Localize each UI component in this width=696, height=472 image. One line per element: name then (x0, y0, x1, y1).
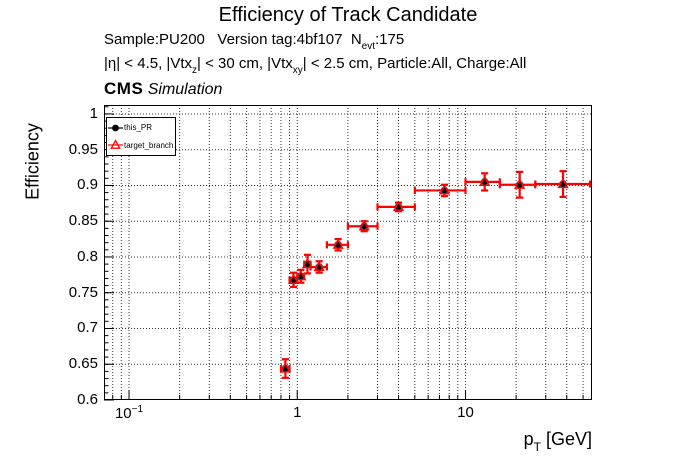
gridlines (104, 105, 592, 400)
x-tick-label: 10 (457, 404, 474, 421)
open-triangle-marker-icon (108, 139, 123, 150)
nevt-value: :175 (375, 31, 405, 48)
y-tick-label: 0.8 (77, 247, 98, 265)
y-tick-label: 0.95 (68, 140, 98, 158)
markers-target_branch (279, 175, 569, 373)
experiment-line: CMS Simulation (104, 79, 222, 99)
particle-charge-text: | < 2.5 cm, Particle:All, Charge:All (302, 55, 527, 72)
pt-units: [GeV] (540, 429, 592, 449)
vtxz-subscript: z (192, 65, 197, 76)
plot-frame (104, 105, 592, 400)
selection-info-line: |η| < 4.5, |Vtxz| < 30 cm, |Vtxxy| < 2.5… (104, 55, 527, 76)
page-title: Efficiency of Track Candidate (218, 4, 478, 26)
cms-label: CMS (104, 79, 144, 98)
vtxz-cut-text: | < 30 cm, |Vtx (197, 55, 293, 72)
legend-entry-target-branch: target_branch (107, 137, 175, 154)
x-tick-label: 1 (293, 404, 302, 421)
vtxxy-subscript: xy (292, 65, 303, 76)
sample-info-line: Sample:PU200 Version tag:4bf107 Nevt:175 (104, 31, 405, 52)
y-tick-label: 1 (89, 104, 98, 122)
x-axis-title: pT [GeV] (452, 429, 592, 454)
legend-entry-this-pr: this_PR (107, 119, 175, 136)
y-tick-label: 0.65 (68, 355, 98, 373)
y-tick-label: 0.85 (68, 212, 98, 230)
simulation-label: Simulation (143, 81, 223, 98)
pt-subscript: T (533, 440, 541, 454)
y-tick-label: 0.7 (77, 319, 98, 337)
legend-label: this_PR (124, 123, 153, 133)
y-tick-label: 0.6 (77, 391, 98, 408)
y-tick-label: 0.75 (68, 283, 98, 301)
legend-label: target_branch (124, 140, 174, 150)
pt-symbol: p (523, 429, 534, 449)
x-tick-label: 10−1 (114, 404, 144, 422)
y-tick-label: 0.9 (77, 176, 98, 194)
legend-box: this_PR target_branch (106, 117, 176, 156)
eta-cut-text: |η| < 4.5, |Vtx (104, 55, 192, 72)
nevt-subscript: evt (361, 41, 376, 52)
sample-info-text: Sample:PU200 Version tag:4bf107 N (104, 31, 362, 48)
filled-circle-marker-icon (108, 124, 123, 132)
